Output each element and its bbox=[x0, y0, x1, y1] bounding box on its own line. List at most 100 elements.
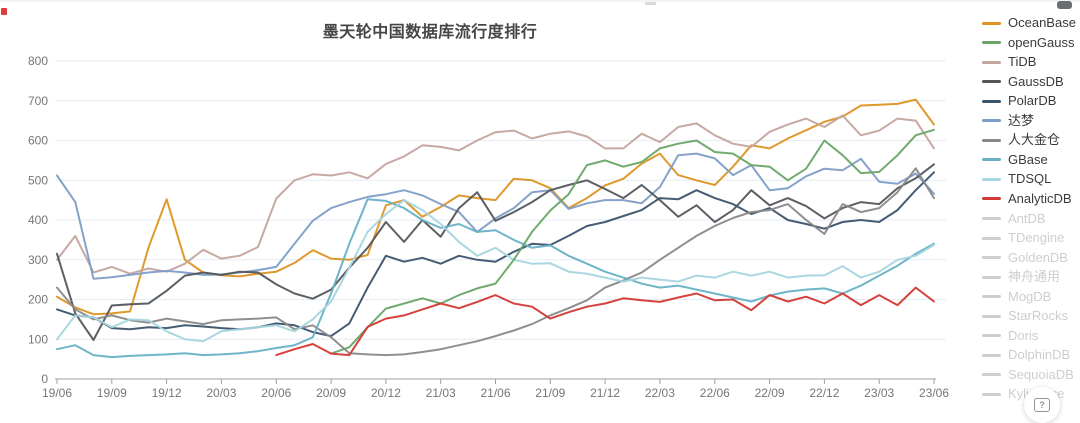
y-tick-label: 200 bbox=[28, 293, 48, 307]
series-line-达梦 bbox=[56, 152, 935, 280]
top-left-red-artifact bbox=[1, 8, 7, 15]
legend-swatch-icon bbox=[982, 119, 1001, 123]
x-tick-label: 21/06 bbox=[480, 386, 510, 400]
legend-label: 人大金仓 bbox=[1008, 132, 1061, 148]
x-tick-label: 21/12 bbox=[590, 386, 620, 400]
help-icon: ? bbox=[1034, 398, 1050, 412]
legend-swatch-icon bbox=[982, 314, 1001, 318]
y-tick-label: 400 bbox=[28, 213, 48, 227]
chart-title: 墨天轮中国数据库流行度排行 bbox=[322, 24, 538, 41]
legend-item-GBase[interactable]: GBase bbox=[982, 151, 1048, 169]
legend-swatch-icon bbox=[982, 177, 1001, 181]
legend-label: GaussDB bbox=[1008, 73, 1064, 89]
legend-item-SequoiaDB[interactable]: SequoiaDB bbox=[982, 366, 1074, 384]
legend-swatch-icon bbox=[982, 392, 1001, 396]
legend-label: TDSQL bbox=[1008, 171, 1052, 187]
legend-item-达梦[interactable]: 达梦 bbox=[982, 112, 1034, 130]
legend-swatch-icon bbox=[982, 197, 1001, 201]
legend-item-AntDB[interactable]: AntDB bbox=[982, 210, 1046, 228]
legend-label: DolphinDB bbox=[1008, 347, 1071, 363]
legend-swatch-icon bbox=[982, 373, 1001, 377]
y-tick-label: 100 bbox=[28, 332, 48, 346]
legend-item-Doris[interactable]: Doris bbox=[982, 327, 1038, 345]
series-line-TDSQL bbox=[56, 199, 935, 343]
series-line-AnalyticDB bbox=[275, 286, 935, 357]
legend-swatch-icon bbox=[982, 158, 1001, 162]
y-tick-label: 700 bbox=[28, 94, 48, 108]
x-tick-label: 19/09 bbox=[97, 386, 127, 400]
legend-label: AnalyticDB bbox=[1008, 190, 1072, 206]
x-tick-label: 22/09 bbox=[755, 386, 785, 400]
legend-item-PolarDB[interactable]: PolarDB bbox=[982, 92, 1056, 110]
top-edge-band bbox=[0, 0, 1080, 2]
legend-label: MogDB bbox=[1008, 288, 1052, 304]
y-tick-label: 500 bbox=[28, 173, 48, 187]
help-button[interactable]: ? bbox=[1024, 387, 1060, 423]
legend-swatch-icon bbox=[982, 138, 1001, 142]
y-tick-label: 0 bbox=[41, 372, 48, 386]
y-tick-label: 300 bbox=[28, 253, 48, 267]
legend-label: AntDB bbox=[1008, 210, 1046, 226]
legend-label: SequoiaDB bbox=[1008, 366, 1074, 382]
legend-item-MogDB[interactable]: MogDB bbox=[982, 288, 1051, 306]
legend-item-人大金仓[interactable]: 人大金仓 bbox=[982, 131, 1060, 149]
x-tick-label: 20/09 bbox=[316, 386, 346, 400]
x-tick-label: 23/03 bbox=[864, 386, 894, 400]
x-tick-label: 21/09 bbox=[535, 386, 565, 400]
legend-label: openGauss bbox=[1008, 34, 1075, 50]
x-tick-label: 20/03 bbox=[206, 386, 236, 400]
x-tick-label: 21/03 bbox=[426, 386, 456, 400]
series-line-GBase bbox=[56, 198, 935, 359]
y-tick-label: 800 bbox=[28, 54, 48, 68]
x-tick-label: 22/06 bbox=[700, 386, 730, 400]
legend-label: TDengine bbox=[1008, 230, 1065, 246]
x-tick-label: 20/06 bbox=[261, 386, 291, 400]
y-tick-label: 600 bbox=[28, 134, 48, 148]
legend-item-openGauss[interactable]: openGauss bbox=[982, 34, 1075, 52]
x-tick-label: 19/12 bbox=[152, 386, 182, 400]
legend-label: PolarDB bbox=[1008, 93, 1057, 109]
x-tick-label: 20/12 bbox=[371, 386, 401, 400]
legend-swatch-icon bbox=[982, 295, 1001, 299]
series-line-openGauss bbox=[330, 128, 935, 355]
legend-item-GoldenDB[interactable]: GoldenDB bbox=[982, 249, 1068, 267]
legend-item-TDengine[interactable]: TDengine bbox=[982, 229, 1064, 247]
legend-swatch-icon bbox=[982, 275, 1001, 279]
x-tick-label: 22/03 bbox=[645, 386, 675, 400]
legend-label: 神舟通用 bbox=[1008, 269, 1061, 285]
legend-swatch-icon bbox=[982, 256, 1001, 260]
legend-swatch-icon bbox=[982, 21, 1001, 25]
top-right-dark-artifact bbox=[1057, 1, 1072, 9]
legend-swatch-icon bbox=[982, 353, 1001, 357]
series-line-PolarDB bbox=[56, 171, 935, 338]
legend-swatch-icon bbox=[982, 217, 1001, 220]
legend-item-GaussDB[interactable]: GaussDB bbox=[982, 73, 1064, 91]
legend-label: Doris bbox=[1008, 327, 1039, 343]
legend-swatch-icon bbox=[982, 236, 1001, 240]
series-line-TiDB bbox=[56, 114, 935, 275]
legend-label: TiDB bbox=[1008, 54, 1037, 70]
series-line-人大金仓 bbox=[56, 167, 935, 357]
legend-item-OceanBase[interactable]: OceanBase bbox=[982, 14, 1076, 32]
legend-swatch-icon bbox=[982, 334, 1001, 338]
line-chart-plot: 0 100 200 300 400 500 600 700 800 19/06 19/09 19/12… bbox=[28, 54, 949, 400]
legend-item-StarRocks[interactable]: StarRocks bbox=[982, 307, 1068, 325]
x-tick-label: 19/06 bbox=[42, 386, 72, 400]
legend-label: GBase bbox=[1008, 151, 1048, 167]
legend-item-AnalyticDB[interactable]: AnalyticDB bbox=[982, 190, 1072, 208]
x-tick-label: 23/06 bbox=[919, 386, 949, 400]
legend-swatch-icon bbox=[982, 41, 1001, 45]
legend-swatch-icon bbox=[982, 60, 1001, 64]
legend-item-神舟通用[interactable]: 神舟通用 bbox=[982, 268, 1060, 286]
legend-swatch-icon bbox=[982, 80, 1001, 84]
legend-item-DolphinDB[interactable]: DolphinDB bbox=[982, 346, 1070, 364]
legend-label: StarRocks bbox=[1008, 308, 1068, 324]
legend-item-TiDB[interactable]: TiDB bbox=[982, 53, 1036, 71]
series-line-GaussDB bbox=[56, 163, 935, 341]
legend-label: OceanBase bbox=[1008, 15, 1076, 30]
top-gray-artifact bbox=[645, 2, 656, 5]
legend-label: GoldenDB bbox=[1008, 249, 1068, 265]
legend-label: 达梦 bbox=[1008, 112, 1035, 128]
legend-item-TDSQL[interactable]: TDSQL bbox=[982, 170, 1051, 188]
legend-swatch-icon bbox=[982, 99, 1001, 103]
